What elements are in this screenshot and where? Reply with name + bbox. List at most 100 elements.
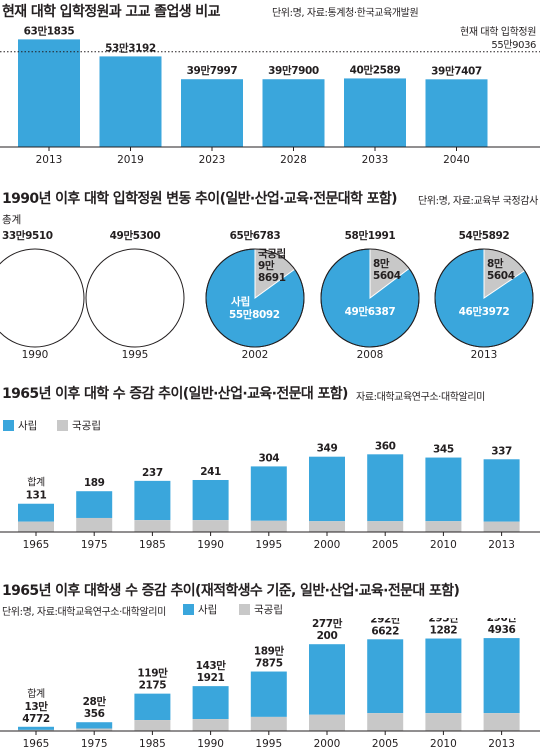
bar-total-label: 143만 xyxy=(196,659,227,672)
bar-value-label: 40만2589 xyxy=(350,63,401,76)
pie-public-label: 9만 xyxy=(258,259,275,272)
pie-outline xyxy=(434,248,534,348)
bar-total-label: 189만 xyxy=(254,645,285,658)
bar-total-label: 28만 xyxy=(83,695,107,708)
x-tick-label: 2000 xyxy=(314,539,341,551)
x-tick-label: 1995 xyxy=(255,539,282,551)
bar-2033 xyxy=(344,78,406,147)
bar-total-label: 200 xyxy=(317,630,338,642)
total-prefix: 합계 xyxy=(27,477,45,489)
bar-total-label: 337 xyxy=(491,445,512,457)
pie-public-label: 5604 xyxy=(373,270,401,282)
pie-public-label: 5604 xyxy=(487,270,515,282)
bar-private-2013 xyxy=(483,459,520,522)
pie-year-label: 2013 xyxy=(471,349,498,361)
x-tick-label: 2000 xyxy=(314,738,341,748)
x-tick-label: 1975 xyxy=(81,738,108,748)
bar-private-2000 xyxy=(309,644,345,715)
bar-private-1985 xyxy=(134,693,171,721)
pie-private-label: 49만6387 xyxy=(345,305,396,318)
chart4-legend-public: 국공립 xyxy=(254,604,283,616)
bar-total-label: 6622 xyxy=(371,625,399,637)
pie-total-label: 33만9510 xyxy=(2,229,53,242)
reference-value-label: 55만9036 xyxy=(491,39,536,51)
bar-total-label: 237 xyxy=(142,467,163,479)
pie-total-label: 65만6783 xyxy=(230,229,281,242)
chart1-source: 단위:명, 자료:통계청·한국교육개발원 xyxy=(272,8,419,19)
bar-public-2005 xyxy=(367,713,404,731)
chart4-source: 단위:명, 자료:대학교육연구소·대학알리미 xyxy=(2,607,166,618)
bar-public-2005 xyxy=(367,521,404,532)
bar-total-label: 4772 xyxy=(22,713,50,725)
bar-public-2013 xyxy=(483,521,520,532)
bar-total-label: 1282 xyxy=(430,625,458,637)
bar-total-label: 356 xyxy=(84,708,105,720)
x-tick-label: 2040 xyxy=(443,154,470,166)
bar-public-1985 xyxy=(134,520,171,532)
bar-total-label: 349 xyxy=(317,443,338,455)
pie-private-label: 46만3972 xyxy=(459,305,510,318)
x-tick-label: 1965 xyxy=(23,738,50,748)
chart3-legend-public: 국공립 xyxy=(72,420,101,432)
x-tick-label: 2013 xyxy=(488,738,515,748)
bar-public-2013 xyxy=(483,713,520,731)
bar-public-1975 xyxy=(76,517,113,532)
reference-label: 현재 대학 입학정원 xyxy=(460,25,536,38)
pie-year-label: 2002 xyxy=(242,349,269,361)
bar-public-2010 xyxy=(425,521,462,532)
bar-private-2010 xyxy=(425,457,462,522)
bar-2013 xyxy=(18,39,80,147)
x-tick-label: 1965 xyxy=(23,539,50,551)
x-tick-label: 2005 xyxy=(372,539,399,551)
bar-private-1995 xyxy=(250,466,287,521)
bar-total-label: 345 xyxy=(433,444,454,456)
x-tick-label: 2010 xyxy=(430,539,457,551)
legend-private-swatch xyxy=(3,420,14,431)
bar-public-2000 xyxy=(309,714,345,731)
pie-public-label: 8만 xyxy=(487,257,504,270)
chart2-title: 1990년 이후 대학 입학정원 변동 추이(일반·산업·교육·전문대학 포함) xyxy=(2,191,398,207)
bar-public-1965 xyxy=(18,729,54,731)
pie-private-label: 55만8092 xyxy=(229,308,280,321)
chart3-legend-private: 사립 xyxy=(18,420,38,432)
pie-outline xyxy=(320,248,420,348)
x-tick-label: 1995 xyxy=(255,738,282,748)
bar-total-label: 360 xyxy=(375,440,396,452)
pie-private-name: 사립 xyxy=(231,295,250,308)
pie-public-label: 국공립 xyxy=(258,247,286,260)
x-tick-label: 2005 xyxy=(372,738,399,748)
x-tick-label: 2033 xyxy=(362,154,389,166)
bar-private-2010 xyxy=(425,638,462,714)
bar-public-1985 xyxy=(134,720,171,731)
legend-public-swatch xyxy=(57,420,68,431)
bar-public-1990 xyxy=(192,719,229,731)
bar-value-label: 53만3192 xyxy=(105,41,156,54)
bar-private-1975 xyxy=(76,491,113,518)
bar-public-1995 xyxy=(250,716,287,731)
bar-total-label: 2175 xyxy=(139,680,167,692)
pie-total-label: 49만5300 xyxy=(110,229,161,242)
pie-outline xyxy=(205,248,305,348)
bar-private-2005 xyxy=(367,639,404,714)
bar-private-2005 xyxy=(367,454,404,522)
bar-2019 xyxy=(99,56,162,147)
bar-total-label: 277만 xyxy=(312,618,343,630)
chart4-title: 1965년 이후 대학생 수 증감 추이(재적학생수 기준, 일반·산업·교육·… xyxy=(2,583,460,599)
bar-public-1965 xyxy=(18,521,54,532)
bar-private-1965 xyxy=(18,503,54,522)
bar-total-label: 119만 xyxy=(137,667,168,680)
x-tick-label: 2028 xyxy=(280,154,307,166)
pie-total-prefix: 총계 xyxy=(2,214,21,226)
bar-total-label: 295만 xyxy=(428,618,459,625)
bar-total-label: 304 xyxy=(258,452,279,464)
pie-public-label: 8691 xyxy=(258,272,286,284)
bar-public-1995 xyxy=(250,520,287,532)
bar-2023 xyxy=(181,79,243,147)
bar-total-label: 241 xyxy=(200,466,221,478)
bar-private-2000 xyxy=(309,456,345,522)
x-tick-label: 1985 xyxy=(139,539,166,551)
pie-1995 xyxy=(85,248,185,348)
bar-private-2013 xyxy=(483,638,520,714)
